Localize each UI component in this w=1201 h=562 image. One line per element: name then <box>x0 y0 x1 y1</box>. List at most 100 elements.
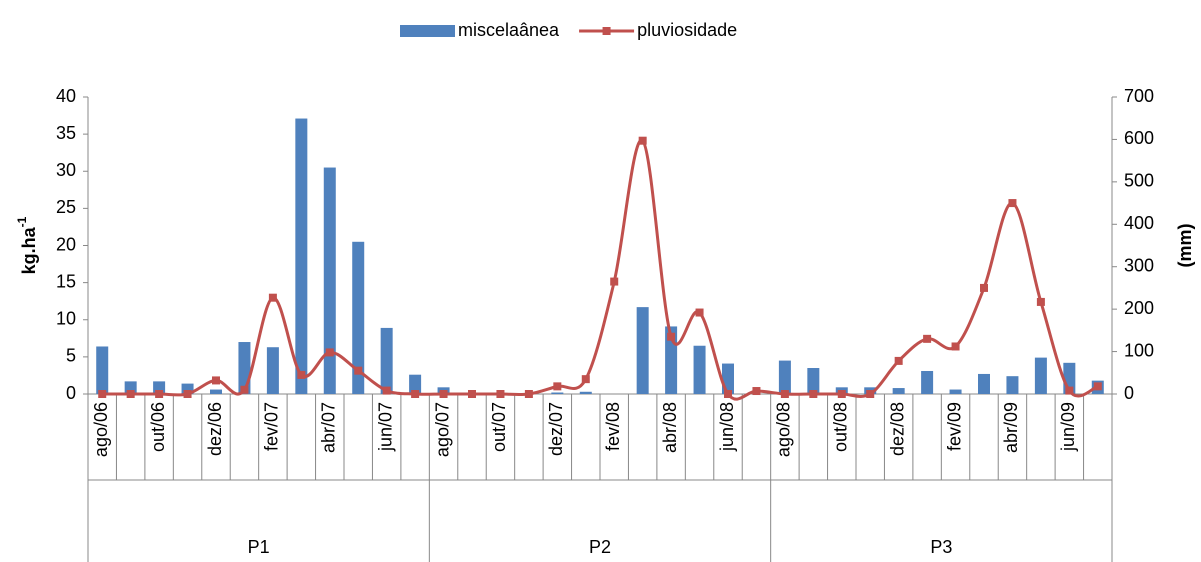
line-marker <box>923 334 932 343</box>
x-tick-label: dez/08 <box>887 402 907 456</box>
line-marker <box>240 385 249 394</box>
line-marker <box>724 390 732 398</box>
bar <box>1034 357 1047 394</box>
x-tick-label: jun/08 <box>717 402 737 452</box>
x-tick-label: abr/07 <box>319 402 339 453</box>
line <box>102 139 1099 401</box>
line-marker <box>1008 199 1017 208</box>
bar <box>1006 376 1019 394</box>
y-tick-label: 0 <box>66 383 76 403</box>
y-axis-title-main: kg.ha <box>19 226 39 274</box>
bar <box>693 345 706 394</box>
y2-tick-label: 500 <box>1124 171 1154 191</box>
y2-tick-label: 600 <box>1124 128 1154 148</box>
bar <box>722 363 734 394</box>
line-marker <box>354 366 363 375</box>
line-marker <box>468 390 476 398</box>
line-marker <box>98 390 107 398</box>
line-marker <box>212 376 220 385</box>
x-tick-label: ago/06 <box>91 402 111 457</box>
bar <box>892 388 905 394</box>
line-marker <box>780 390 789 398</box>
y-tick-label: 40 <box>56 86 76 106</box>
line-marker <box>1093 382 1102 391</box>
line-marker <box>382 386 391 395</box>
x-tick-label: out/08 <box>831 402 851 452</box>
line-marker <box>183 390 192 398</box>
x-tick-label: abr/09 <box>1001 402 1021 453</box>
bar <box>181 383 194 394</box>
bar <box>949 389 962 394</box>
line-marker <box>638 136 647 145</box>
x-tick-label: fev/09 <box>944 402 964 451</box>
legend-label: pluviosidade <box>637 20 737 40</box>
bar <box>96 346 109 394</box>
line-marker <box>268 293 277 302</box>
bar <box>551 392 564 394</box>
y-axis-title-sup: -1 <box>15 216 29 227</box>
bar <box>636 307 649 394</box>
y2-tick-label: 100 <box>1124 340 1154 360</box>
line-marker <box>866 390 875 398</box>
x-tick-label: jun/07 <box>375 402 395 452</box>
bar <box>295 118 308 394</box>
x-tick-label: out/06 <box>148 402 168 452</box>
legend-label: miscelaânea <box>458 20 560 40</box>
line-marker <box>126 390 135 398</box>
line-marker <box>610 277 619 286</box>
bar <box>807 368 820 394</box>
line-marker <box>496 390 505 398</box>
line-marker <box>524 390 533 398</box>
bar <box>352 241 365 394</box>
y-tick-label: 30 <box>56 160 76 180</box>
bar <box>409 374 422 394</box>
line-marker <box>411 390 420 398</box>
bar <box>579 391 592 394</box>
x-tick-label: jun/09 <box>1058 402 1078 452</box>
y2-tick-label: 200 <box>1124 298 1154 318</box>
line-marker <box>980 283 988 292</box>
line-marker <box>297 370 306 379</box>
bar <box>266 347 279 394</box>
y2-axis-title: (mm) <box>1175 223 1195 267</box>
x-tick-label: fev/08 <box>603 402 623 451</box>
bar <box>323 167 336 394</box>
group-label: P2 <box>589 537 611 557</box>
y-tick-label: 10 <box>56 309 76 329</box>
y-tick-label: 35 <box>56 123 76 143</box>
line-marker <box>894 356 903 365</box>
bar <box>921 370 934 394</box>
x-tick-label: dez/07 <box>546 402 566 456</box>
x-tick-label: dez/06 <box>205 402 225 456</box>
x-tick-label: ago/07 <box>432 402 452 457</box>
y-tick-label: 5 <box>66 346 76 366</box>
y-tick-label: 20 <box>56 234 76 254</box>
x-tick-label: abr/08 <box>660 402 680 453</box>
bar <box>210 389 222 394</box>
line-marker <box>837 390 846 398</box>
bar <box>978 373 990 394</box>
x-tick-label: ago/08 <box>774 402 794 457</box>
y-axis-title: kg.ha-1 <box>15 216 39 274</box>
line-marker <box>1036 297 1045 306</box>
group-label: P1 <box>248 537 270 557</box>
bar <box>124 381 137 394</box>
line-marker <box>155 390 164 398</box>
y-tick-label: 15 <box>56 271 76 291</box>
y-tick-label: 25 <box>56 197 76 217</box>
line-marker <box>325 348 334 357</box>
group-label: P3 <box>930 537 952 557</box>
bar <box>778 360 791 394</box>
bar <box>380 327 393 394</box>
line-marker <box>667 332 676 341</box>
line-marker <box>553 382 562 391</box>
y2-tick-label: 400 <box>1124 213 1154 233</box>
line-marker <box>581 375 590 384</box>
x-tick-label: fev/07 <box>262 402 282 451</box>
line-marker <box>1065 386 1074 395</box>
y2-tick-label: 700 <box>1124 86 1154 106</box>
line-marker <box>951 342 960 351</box>
x-tick-label: out/07 <box>489 402 509 452</box>
line-marker <box>695 308 704 317</box>
